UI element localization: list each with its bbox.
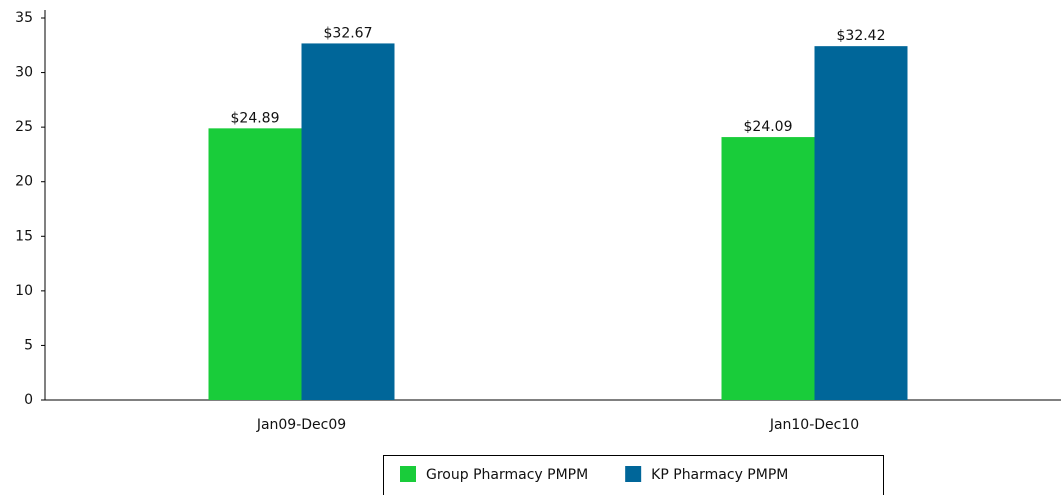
bar bbox=[208, 128, 302, 400]
value-label: $24.89 bbox=[231, 110, 280, 126]
y-tick-label: 15 bbox=[15, 228, 33, 244]
legend-label: KP Pharmacy PMPM bbox=[651, 467, 788, 483]
y-tick-label: 20 bbox=[15, 174, 33, 190]
y-tick-label: 5 bbox=[24, 337, 33, 353]
legend-label: Group Pharmacy PMPM bbox=[426, 467, 588, 483]
x-tick-label: Jan09-Dec09 bbox=[256, 417, 346, 433]
y-tick-label: 10 bbox=[15, 283, 33, 299]
value-label: $32.67 bbox=[324, 25, 373, 41]
value-label: $24.09 bbox=[744, 119, 793, 135]
value-label: $32.42 bbox=[837, 28, 886, 44]
legend-swatch bbox=[625, 466, 642, 482]
y-tick-label: 0 bbox=[24, 392, 33, 408]
y-tick-label: 30 bbox=[15, 65, 33, 81]
legend-swatch bbox=[400, 466, 416, 482]
x-tick-label: Jan10-Dec10 bbox=[769, 417, 859, 433]
bar bbox=[301, 43, 395, 400]
bar bbox=[721, 137, 815, 400]
y-tick-label: 35 bbox=[15, 10, 33, 26]
bar bbox=[814, 46, 908, 401]
y-tick-label: 25 bbox=[15, 119, 33, 135]
